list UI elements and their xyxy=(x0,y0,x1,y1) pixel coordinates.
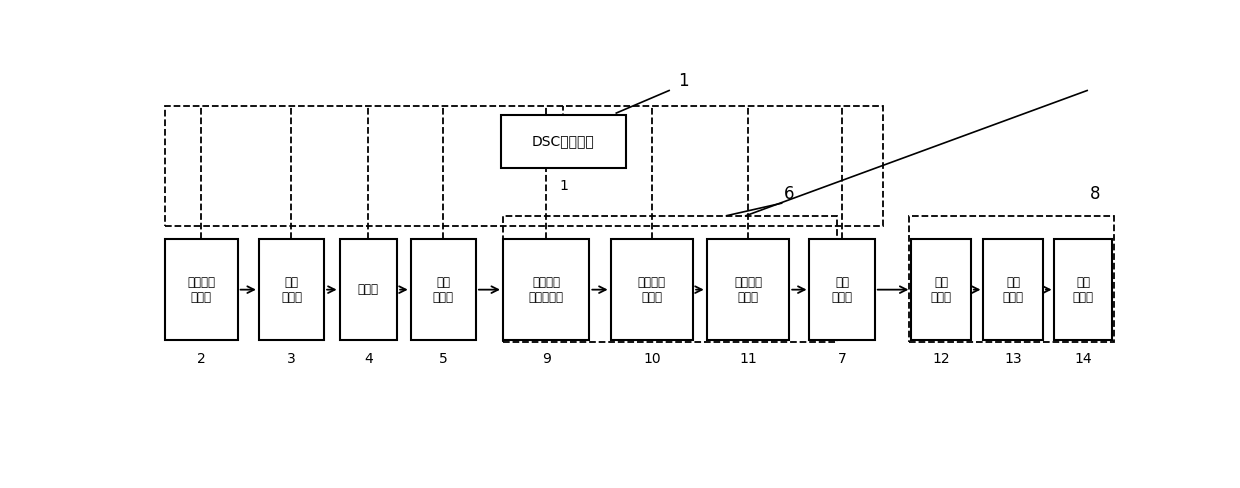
Text: 1: 1 xyxy=(678,72,689,90)
Text: 14: 14 xyxy=(1075,352,1092,366)
Text: 二级
脱色塔: 二级 脱色塔 xyxy=(1003,276,1024,304)
Text: 三级
脱色塔: 三级 脱色塔 xyxy=(1073,276,1094,304)
Bar xyxy=(410,239,476,341)
Text: 产品
调配器: 产品 调配器 xyxy=(832,276,853,304)
Bar xyxy=(1054,239,1112,341)
Text: 反应物料
混合器: 反应物料 混合器 xyxy=(187,276,215,304)
Bar xyxy=(909,216,1114,342)
Text: 中和
反应器: 中和 反应器 xyxy=(433,276,454,304)
Text: 13: 13 xyxy=(1004,352,1022,366)
Text: 10: 10 xyxy=(644,352,661,366)
Bar xyxy=(610,239,693,341)
Text: 连续
反应器: 连续 反应器 xyxy=(281,276,303,304)
Bar xyxy=(501,115,626,167)
Text: 5: 5 xyxy=(439,352,448,366)
Text: 冷凝器: 冷凝器 xyxy=(358,283,379,296)
Text: 8: 8 xyxy=(1090,185,1100,203)
Text: DSC控制系统: DSC控制系统 xyxy=(532,134,595,148)
Bar xyxy=(983,239,1043,341)
Text: 7: 7 xyxy=(838,352,847,366)
Text: 2: 2 xyxy=(197,352,206,366)
Text: 3: 3 xyxy=(288,352,296,366)
Text: 9: 9 xyxy=(542,352,551,366)
Bar xyxy=(340,239,397,341)
Bar xyxy=(165,239,238,341)
Bar xyxy=(259,239,324,341)
Bar xyxy=(707,239,789,341)
Bar xyxy=(911,239,971,341)
Text: 1: 1 xyxy=(559,179,568,193)
Text: 6: 6 xyxy=(784,185,795,203)
Text: 一级
脱色塔: 一级 脱色塔 xyxy=(930,276,951,304)
Bar xyxy=(503,239,589,341)
Text: 12: 12 xyxy=(932,352,950,366)
Text: 一级刮板
薄膜蒸发器: 一级刮板 薄膜蒸发器 xyxy=(528,276,564,304)
Bar xyxy=(165,105,883,226)
Text: 二级短程
蒸发器: 二级短程 蒸发器 xyxy=(637,276,666,304)
Bar xyxy=(810,239,874,341)
Text: 三级短程
蒸发器: 三级短程 蒸发器 xyxy=(734,276,761,304)
Bar xyxy=(503,216,837,342)
Text: 4: 4 xyxy=(365,352,373,366)
Text: 11: 11 xyxy=(739,352,756,366)
